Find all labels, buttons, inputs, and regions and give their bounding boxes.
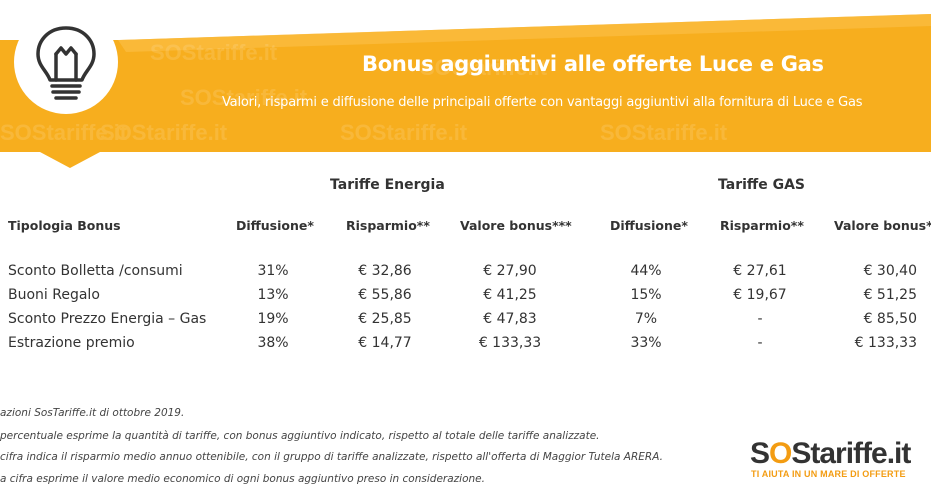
page-subtitle: Valori, risparmi e diffusione delle prin… — [222, 95, 863, 110]
table-cell: - — [757, 335, 763, 351]
page-title: Bonus aggiuntivi alle offerte Luce e Gas — [362, 52, 824, 76]
column-header-risparmio-gas: Risparmio** — [720, 218, 804, 233]
column-header-tipologia: Tipologia Bonus — [8, 218, 121, 233]
svg-text:SOStariffe.it: SOStariffe.it — [180, 85, 308, 110]
footnote-source: azioni SosTariffe.it di ottobre 2019. — [0, 407, 185, 419]
table-cell: 13% — [257, 287, 289, 303]
svg-text:SOStariffe.it: SOStariffe.it — [100, 120, 228, 145]
row-label: Sconto Bolletta /consumi — [8, 263, 183, 279]
table-cell: 7% — [634, 311, 658, 327]
svg-text:SOStariffe.it: SOStariffe.it — [340, 120, 468, 145]
row-label: Sconto Prezzo Energia – Gas — [8, 311, 207, 327]
svg-text:SOStariffe.it: SOStariffe.it — [420, 55, 548, 80]
header-background: SOStariffe.it SOStariffe.it SOStariffe.i… — [0, 0, 931, 168]
column-header-diffusione-gas: Diffusione* — [610, 218, 688, 233]
table-cell: € 85,50 — [863, 311, 917, 327]
table-cell: 15% — [630, 287, 662, 303]
svg-text:SOStariffe.it: SOStariffe.it — [150, 40, 278, 65]
table-cell: € 55,86 — [358, 287, 412, 303]
logo-wordmark: SOStariffe.it — [750, 437, 911, 470]
table-cell: € 30,40 — [863, 263, 917, 279]
table-cell: € 27,61 — [733, 263, 787, 279]
sostariffe-logo: SOStariffe.it TI AIUTA IN UN MARE DI OFF… — [750, 437, 925, 482]
footnote-valore: a cifra esprime il valore medio economic… — [0, 473, 485, 485]
column-header-diffusione-energia: Diffusione* — [236, 218, 314, 233]
lightbulb-icon — [14, 10, 118, 114]
table-cell: € 19,67 — [733, 287, 787, 303]
table-cell: € 51,25 — [863, 287, 917, 303]
header-banner: SOStariffe.it SOStariffe.it SOStariffe.i… — [0, 0, 931, 170]
footnote-diffusione: percentuale esprime la quantità di tarif… — [0, 430, 600, 442]
table-cell: € 25,85 — [358, 311, 412, 327]
table-cell: € 47,83 — [483, 311, 537, 327]
group-header-energia: Tariffe Energia — [330, 177, 445, 193]
table-cell: - — [757, 311, 763, 327]
column-header-valore-gas: Valore bonus*** — [834, 218, 931, 233]
table-cell: € 14,77 — [358, 335, 412, 351]
column-header-risparmio-energia: Risparmio** — [346, 218, 430, 233]
table-cell: 38% — [257, 335, 289, 351]
table-cell: 31% — [257, 263, 289, 279]
table-cell: 44% — [630, 263, 662, 279]
row-label: Estrazione premio — [8, 335, 135, 351]
table-cell: 33% — [630, 335, 662, 351]
logo-tagline: TI AIUTA IN UN MARE DI OFFERTE — [751, 469, 906, 479]
table-cell: € 27,90 — [483, 263, 537, 279]
footnote-risparmio: cifra indica il risparmio medio annuo ot… — [0, 451, 663, 463]
group-header-gas: Tariffe GAS — [718, 177, 806, 193]
svg-text:SOStariffe.it: SOStariffe.it — [600, 120, 728, 145]
table-cell: € 133,33 — [854, 335, 917, 351]
svg-text:SOStariffe.it: SOStariffe.it — [0, 120, 128, 145]
column-header-valore-energia: Valore bonus*** — [460, 218, 572, 233]
table-cell: 19% — [257, 311, 289, 327]
row-label: Buoni Regalo — [8, 287, 100, 303]
table-cell: € 133,33 — [478, 335, 542, 351]
table-cell: € 32,86 — [358, 263, 412, 279]
table-cell: € 41,25 — [483, 287, 537, 303]
